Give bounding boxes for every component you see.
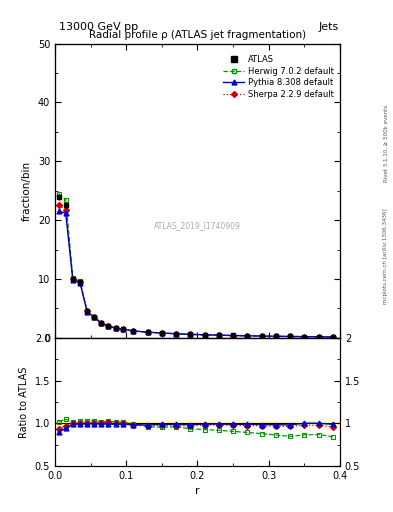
Y-axis label: Ratio to ATLAS: Ratio to ATLAS xyxy=(19,366,29,438)
Legend: ATLAS, Herwig 7.0.2 default, Pythia 8.308 default, Sherpa 2.2.9 default: ATLAS, Herwig 7.0.2 default, Pythia 8.30… xyxy=(222,54,336,100)
Text: Rivet 3.1.10, ≥ 500k events: Rivet 3.1.10, ≥ 500k events xyxy=(383,105,388,182)
Text: 13000 GeV pp: 13000 GeV pp xyxy=(59,22,138,32)
Title: Radial profile ρ (ATLAS jet fragmentation): Radial profile ρ (ATLAS jet fragmentatio… xyxy=(89,30,306,40)
X-axis label: r: r xyxy=(195,486,200,496)
Text: ATLAS_2019_I1740909: ATLAS_2019_I1740909 xyxy=(154,222,241,230)
Text: Jets: Jets xyxy=(318,22,339,32)
Text: mcplots.cern.ch [arXiv:1306.3436]: mcplots.cern.ch [arXiv:1306.3436] xyxy=(383,208,388,304)
Y-axis label: fraction/bin: fraction/bin xyxy=(22,161,32,221)
